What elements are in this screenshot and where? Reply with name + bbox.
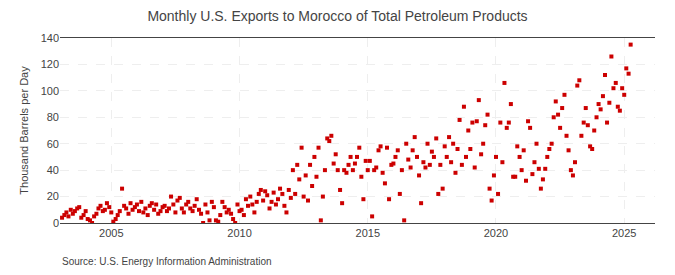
svg-text:2020: 2020 — [484, 227, 508, 239]
svg-text:20: 20 — [47, 190, 59, 202]
svg-text:Source: U.S. Energy Informatio: Source: U.S. Energy Information Administ… — [62, 256, 272, 267]
svg-text:2025: 2025 — [612, 227, 636, 239]
svg-text:Monthly U.S. Exports to Morocc: Monthly U.S. Exports to Morocco of Total… — [147, 8, 527, 24]
svg-text:80: 80 — [47, 111, 59, 123]
svg-text:2015: 2015 — [356, 227, 380, 239]
svg-text:60: 60 — [47, 138, 59, 150]
svg-text:120: 120 — [41, 58, 59, 70]
svg-text:2010: 2010 — [227, 227, 251, 239]
svg-text:100: 100 — [41, 85, 59, 97]
svg-text:0: 0 — [53, 217, 59, 229]
svg-text:40: 40 — [47, 164, 59, 176]
svg-text:Thousand Barrels per Day: Thousand Barrels per Day — [18, 66, 30, 195]
svg-text:2005: 2005 — [99, 227, 123, 239]
svg-text:140: 140 — [41, 32, 59, 44]
